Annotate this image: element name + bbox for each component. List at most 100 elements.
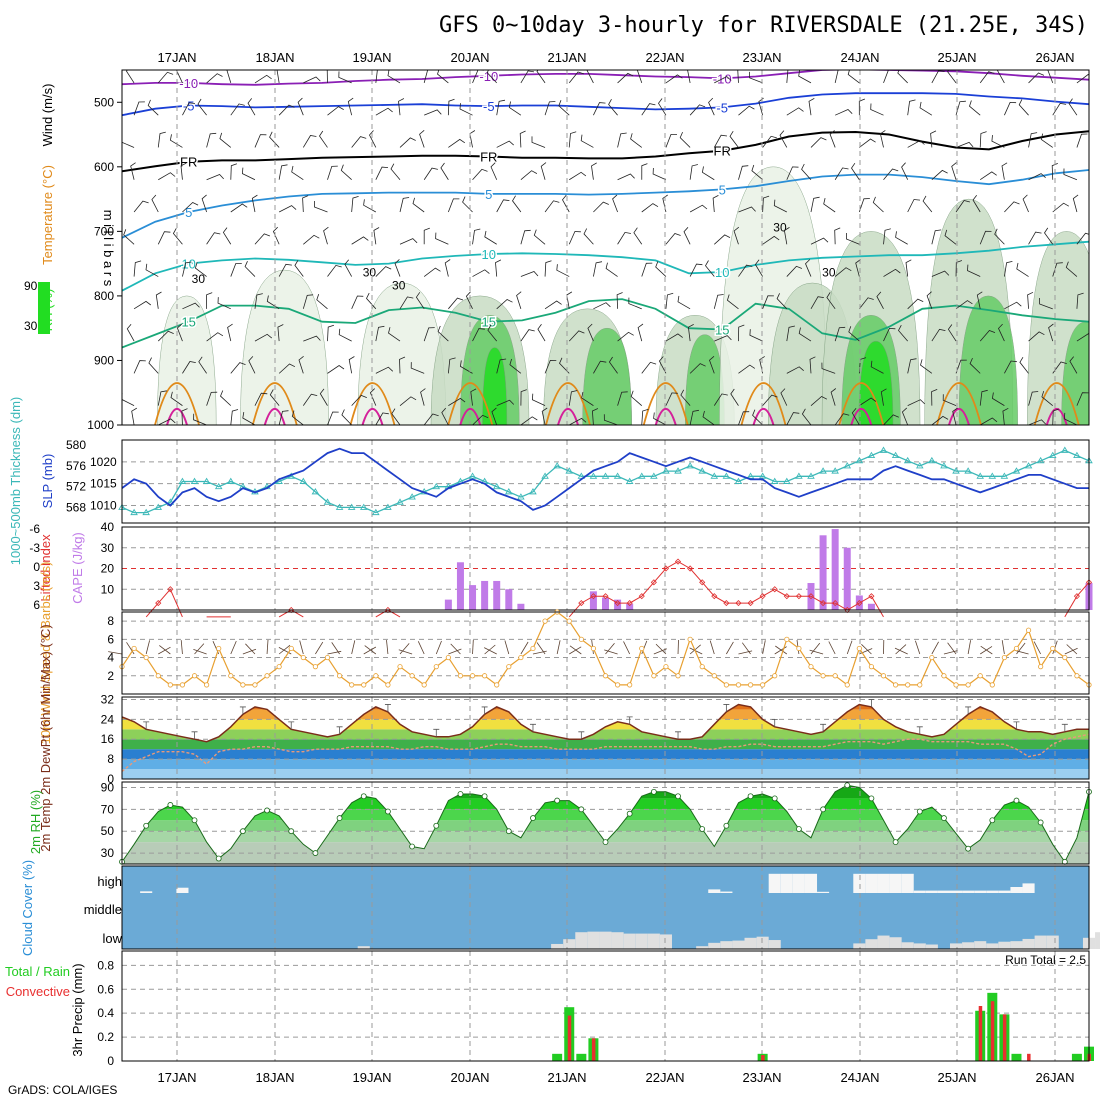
wind-barb xyxy=(762,235,780,245)
wind-barb xyxy=(276,70,280,83)
wind-barb xyxy=(979,171,997,181)
wind-barb xyxy=(834,267,852,277)
wind-barb xyxy=(967,640,971,655)
wind-barb xyxy=(967,264,981,277)
temperature-contour-25 xyxy=(361,407,384,425)
y-tick-label: 1000 xyxy=(87,418,114,432)
rh-contour-label: 30 xyxy=(392,278,406,292)
wind-barb xyxy=(122,141,135,148)
wind-barb xyxy=(226,70,232,84)
temperature-contour-20 xyxy=(154,382,200,425)
date-label-top: 18JAN xyxy=(255,50,294,65)
wind-barb xyxy=(519,130,526,148)
wind-barb xyxy=(701,166,715,181)
li-point xyxy=(699,579,706,586)
wind-barb xyxy=(423,70,429,84)
wind-barb xyxy=(593,102,606,116)
thickness-point xyxy=(928,456,936,464)
thickness-point xyxy=(359,503,368,510)
wind-barb xyxy=(1027,291,1034,309)
wind-speed-point xyxy=(844,682,850,688)
wind-barb xyxy=(278,363,296,374)
wind-barb xyxy=(544,300,562,310)
wind-barb xyxy=(532,650,547,655)
wind-barb xyxy=(952,407,958,425)
wind-barb xyxy=(810,296,824,310)
wind-barb xyxy=(714,335,732,342)
wind-barb xyxy=(798,70,812,84)
wind-barb xyxy=(302,294,314,309)
wind-barb xyxy=(375,325,385,342)
wind-barb xyxy=(363,199,377,213)
wind-speed-point xyxy=(977,673,983,679)
wind-barb xyxy=(801,408,812,425)
wind-speed-point xyxy=(989,682,995,688)
high-cloud-bar xyxy=(974,890,987,893)
precip-convective-bar xyxy=(1002,1014,1007,1061)
wind-barb xyxy=(905,259,912,277)
wind-barb xyxy=(738,206,756,213)
wind-barb xyxy=(291,410,304,425)
min-max-marker xyxy=(820,723,827,732)
wind-barb xyxy=(944,229,957,245)
wind-barb xyxy=(749,329,763,342)
run-total-annotation: Run Total = 2.5 xyxy=(1005,953,1086,967)
rh-legend-tick: 30 xyxy=(24,319,38,333)
li-line xyxy=(375,609,401,618)
wind-barb xyxy=(636,70,643,84)
precip-convective-bar xyxy=(1027,1053,1031,1061)
wind-speed-point xyxy=(639,645,645,652)
wind-barb xyxy=(294,260,304,277)
temperature-contour-20 xyxy=(936,382,982,425)
wind-barb xyxy=(876,291,884,310)
wind-barb xyxy=(762,640,766,655)
wind-barb xyxy=(1004,301,1022,310)
wind-barb xyxy=(399,296,414,310)
min-max-marker xyxy=(433,728,440,737)
date-label-bottom: 26JAN xyxy=(1035,1070,1074,1085)
wind-speed-point xyxy=(747,682,754,688)
wind-barb xyxy=(151,194,159,213)
wind-barb xyxy=(593,201,609,213)
wind-barb xyxy=(730,388,739,406)
wind-barb xyxy=(901,407,909,425)
contour-label: -5 xyxy=(483,99,495,114)
wind-barb xyxy=(738,324,745,342)
wind-barb xyxy=(533,229,546,245)
wind-speed-point xyxy=(530,645,536,652)
wind-barb xyxy=(1028,391,1039,406)
wind-barb xyxy=(278,263,292,277)
wind-barb xyxy=(679,131,691,148)
wind-barb xyxy=(829,130,836,148)
wind-barb xyxy=(278,205,297,213)
panel-slp-thickness: 568 572 576 580 1010 1015 1020 1000~500mb Thick… xyxy=(8,397,1093,565)
li-point xyxy=(783,593,790,600)
rh-point xyxy=(650,788,657,795)
wind-barb xyxy=(496,99,506,116)
thickness-point xyxy=(1000,472,1009,479)
li-point xyxy=(723,600,730,607)
wind-barb xyxy=(568,390,578,406)
temperature-contour-25 xyxy=(850,407,873,425)
wind-barb xyxy=(861,644,872,655)
wind-barb xyxy=(157,131,166,148)
slp-line xyxy=(121,447,1089,511)
wind-barb xyxy=(872,196,884,213)
thickness-point xyxy=(565,467,574,474)
low-cloud-bar xyxy=(647,933,660,949)
wind-barb xyxy=(752,409,763,425)
wind-speed-point xyxy=(482,673,488,679)
wind-speed-point xyxy=(288,645,294,652)
wind-barb xyxy=(809,649,824,655)
wind-barb xyxy=(1003,261,1013,277)
wind-barb xyxy=(126,642,135,655)
wind-speed-point xyxy=(216,645,222,652)
wind-barb xyxy=(859,138,876,148)
wind-barb xyxy=(980,645,993,655)
wind-speed-point xyxy=(542,618,548,624)
low-cloud-bar xyxy=(720,941,733,949)
li-tick-label: 6 xyxy=(33,598,40,612)
contour-label: FR xyxy=(480,149,497,164)
wind-barb xyxy=(375,266,392,277)
